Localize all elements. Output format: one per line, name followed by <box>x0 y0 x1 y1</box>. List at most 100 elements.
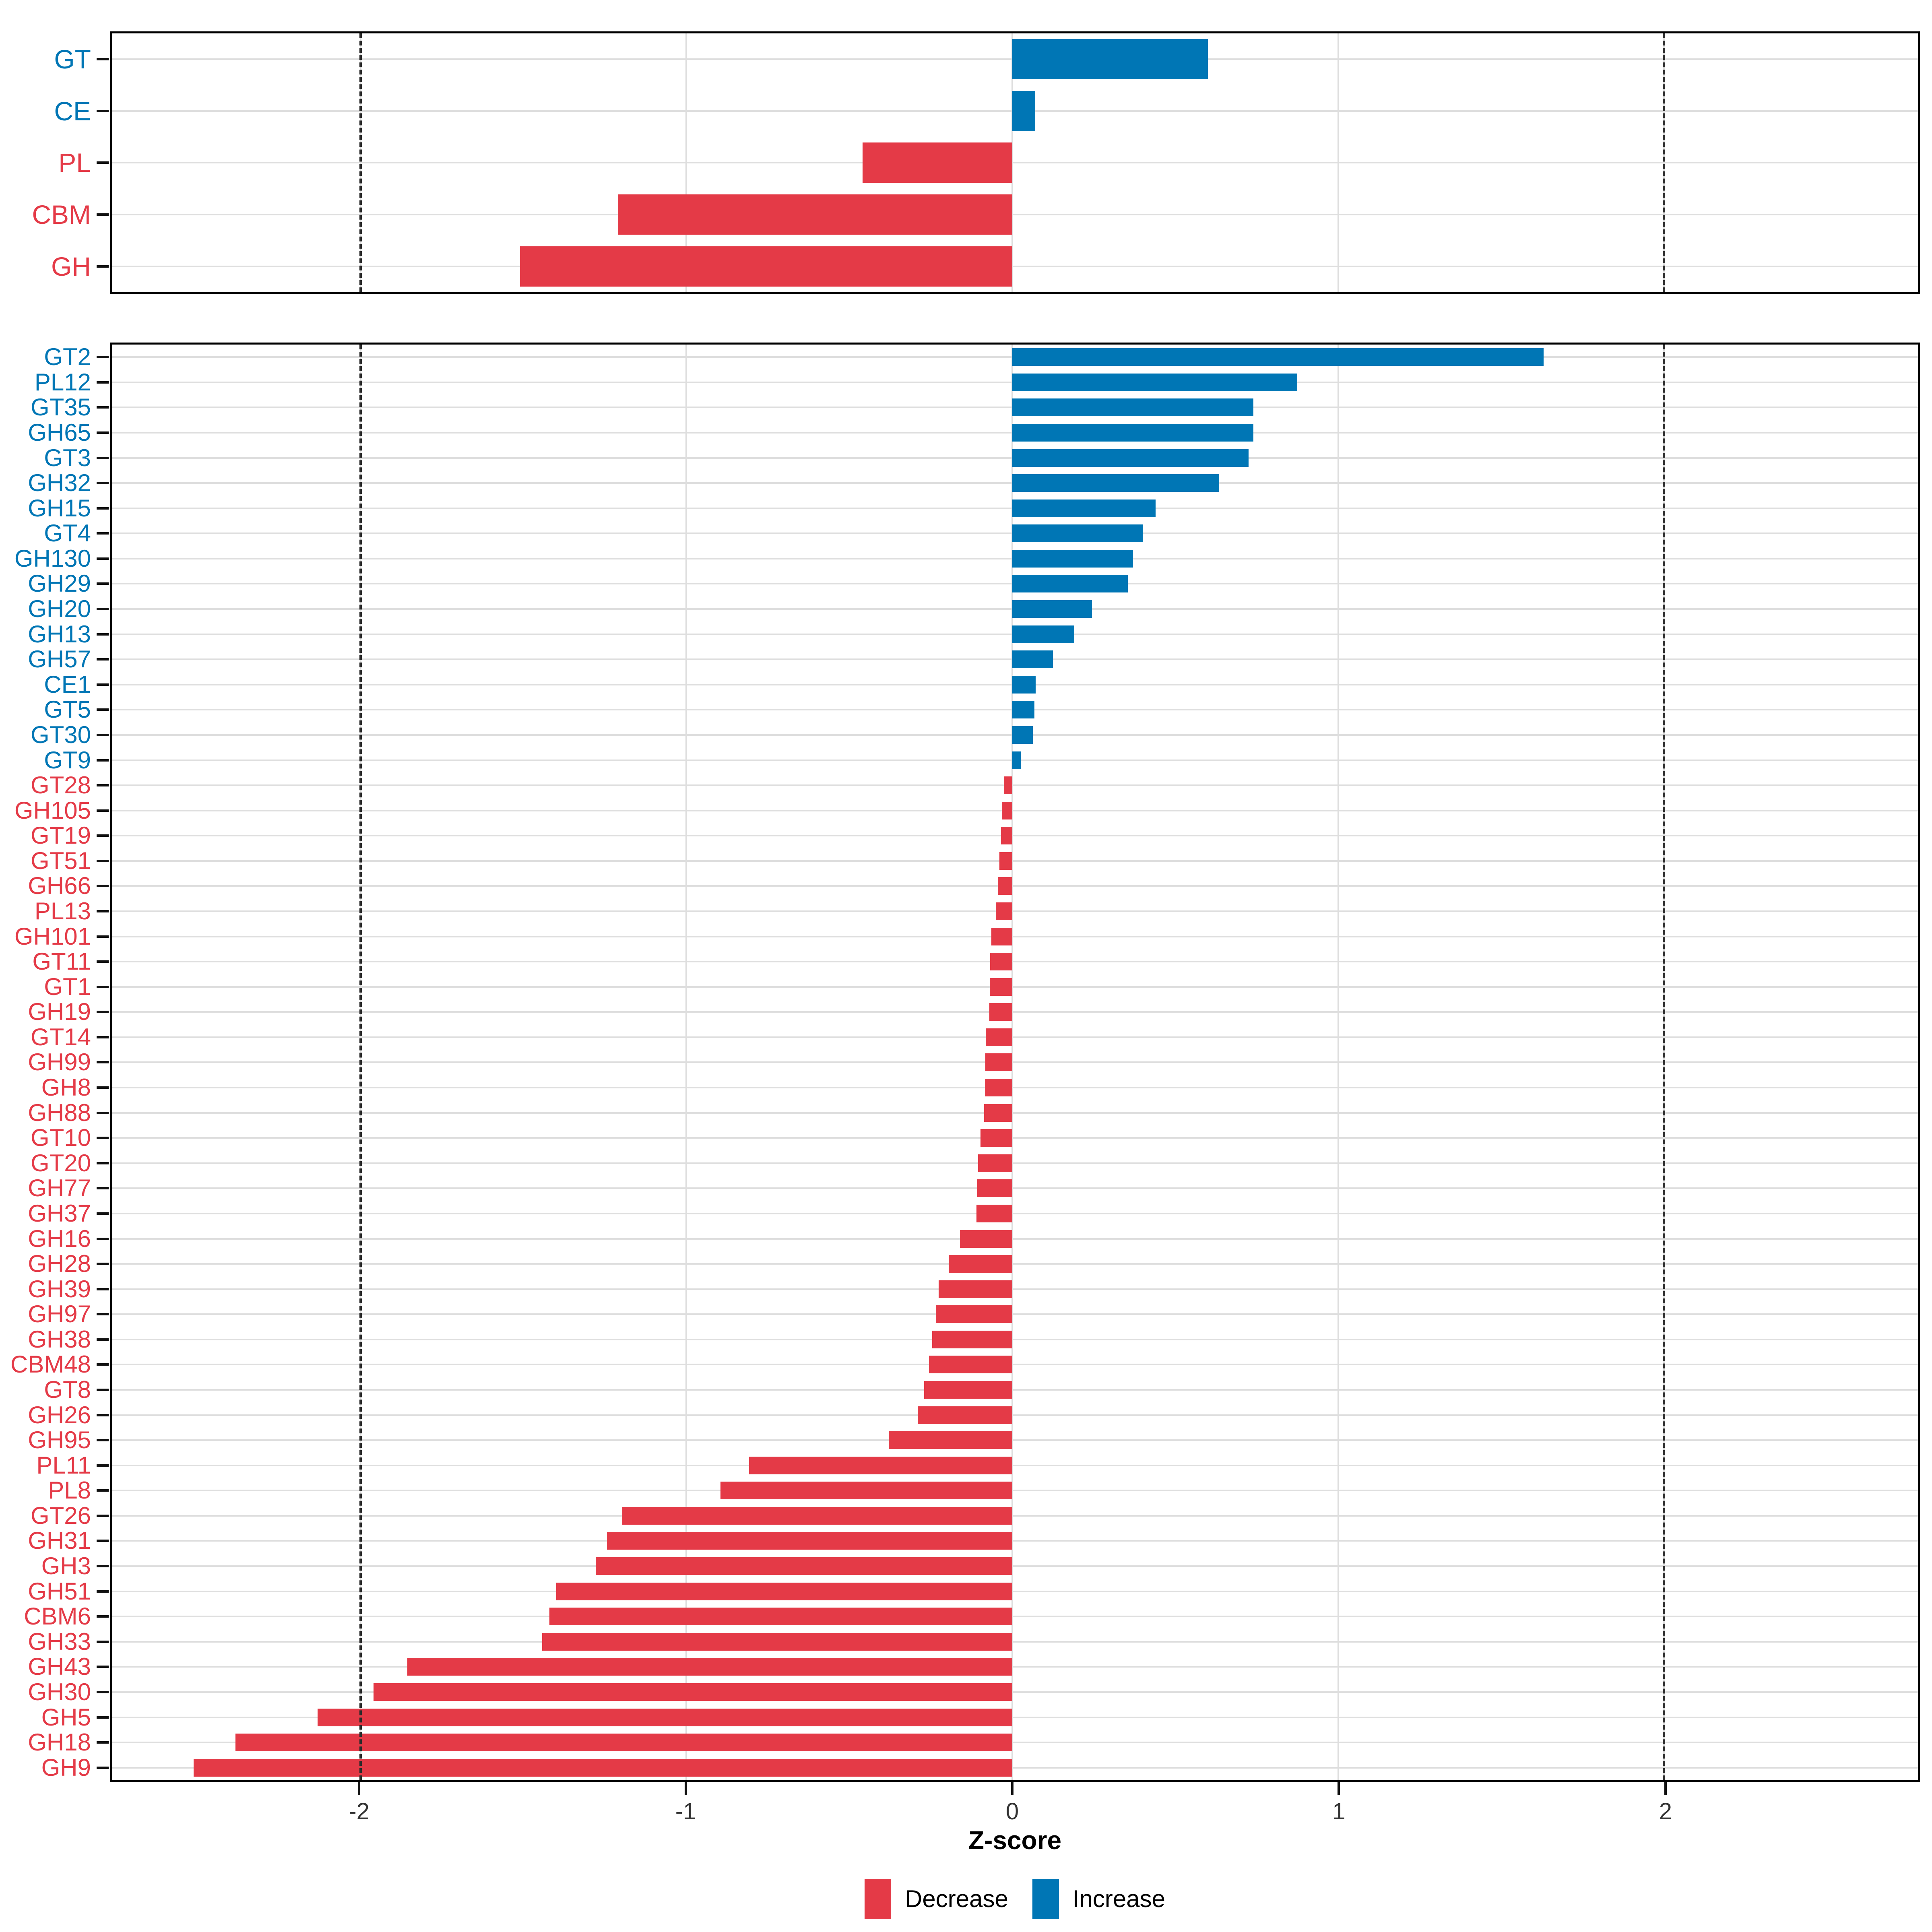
y-axis-tick <box>97 658 109 661</box>
gridline-h <box>112 885 1918 887</box>
bar-row: GT14 <box>31 1025 1918 1050</box>
y-axis-tick <box>97 1263 109 1265</box>
bar-gt26 <box>622 1507 1013 1525</box>
y-axis-label-gh57: GH57 <box>28 646 91 673</box>
y-axis-tick <box>97 733 109 736</box>
bar-gh26 <box>918 1406 1012 1424</box>
bar-gt30 <box>1012 726 1033 744</box>
gridline-h <box>112 935 1918 937</box>
bar-row: GH97 <box>28 1302 1918 1327</box>
bar-gh28 <box>949 1255 1013 1273</box>
y-axis-tick <box>97 456 109 459</box>
y-axis-tick <box>97 1111 109 1114</box>
x-tick-label: 2 <box>1659 1798 1672 1825</box>
bar-row: GT2 <box>44 345 1918 370</box>
bar-row: GH26 <box>28 1402 1918 1428</box>
y-axis-label-gh39: GH39 <box>28 1275 91 1302</box>
y-axis-tick <box>97 1288 109 1290</box>
y-axis-tick <box>97 532 109 535</box>
y-axis-tick <box>97 1540 109 1542</box>
bar-row: GH29 <box>28 571 1918 597</box>
bar-gh16 <box>960 1230 1012 1248</box>
y-axis-tick <box>97 1565 109 1568</box>
x-axis-tick <box>1664 1782 1667 1795</box>
y-axis-label-pl11: PL11 <box>36 1451 91 1479</box>
bar-ce1 <box>1012 675 1036 694</box>
bar-gh13 <box>1012 625 1074 643</box>
y-axis-label-gt51: GT51 <box>30 847 91 874</box>
y-axis-tick <box>97 633 109 636</box>
bar-row: GH43 <box>28 1654 1918 1680</box>
gridline-h <box>112 1061 1918 1063</box>
gridline-h <box>112 1212 1918 1214</box>
bar-gt9 <box>1012 751 1021 769</box>
bar-pl13 <box>995 902 1012 921</box>
gridline-h <box>112 1112 1918 1114</box>
bar-row: GH31 <box>28 1528 1918 1554</box>
gridline-h <box>112 961 1918 963</box>
bar-row: GT20 <box>31 1151 1918 1176</box>
bar-row: GT30 <box>31 722 1918 748</box>
gridline-h <box>112 1288 1918 1290</box>
x-axis-tick <box>1011 1782 1013 1795</box>
y-axis-label-ce1: CE1 <box>44 671 91 698</box>
bar-gt8 <box>924 1381 1012 1399</box>
y-axis-label-gh95: GH95 <box>28 1426 91 1454</box>
y-axis-label-gt9: GT9 <box>44 746 91 774</box>
y-axis-label-gh29: GH29 <box>28 570 91 597</box>
gridline-h <box>112 860 1918 862</box>
bar-gh15 <box>1012 499 1156 517</box>
gridline-h <box>112 1036 1918 1038</box>
bar-gt3 <box>1012 449 1249 467</box>
y-axis-tick <box>97 1313 109 1316</box>
y-axis-tick <box>97 557 109 560</box>
y-axis-tick <box>97 1741 109 1744</box>
legend: Decrease Increase <box>110 1879 1920 1919</box>
y-axis-tick <box>97 1061 109 1064</box>
y-axis-label-gt8: GT8 <box>44 1376 91 1404</box>
bar-row: GH105 <box>14 798 1918 823</box>
y-axis-tick <box>97 213 109 216</box>
y-axis-label-gh15: GH15 <box>28 494 91 522</box>
bar-gh105 <box>1002 801 1013 819</box>
gridline-h <box>112 1742 1918 1744</box>
y-axis-tick <box>97 1439 109 1442</box>
gridline-h <box>112 1616 1918 1618</box>
y-axis-label-gt11: GT11 <box>32 948 91 975</box>
y-axis-tick <box>97 1690 109 1693</box>
y-axis-label-gh37: GH37 <box>28 1199 91 1227</box>
bar-row: GT35 <box>31 395 1918 420</box>
y-axis-label-gt20: GT20 <box>30 1149 91 1177</box>
bar-gt20 <box>978 1154 1012 1172</box>
bar-gh51 <box>556 1582 1013 1600</box>
bar-row: GH19 <box>28 999 1918 1025</box>
y-axis-label-gh32: GH32 <box>28 469 91 497</box>
bar-row: GH77 <box>28 1176 1918 1201</box>
gridline-h <box>112 986 1918 988</box>
bar-row: GH101 <box>14 924 1918 949</box>
bar-pl12 <box>1012 373 1298 391</box>
bar-row: GH66 <box>28 873 1918 899</box>
y-axis-label-gh26: GH26 <box>28 1401 91 1428</box>
y-axis-label-gh105: GH105 <box>14 797 91 824</box>
bar-pl8 <box>720 1482 1012 1500</box>
bar-row: GH33 <box>28 1629 1918 1655</box>
bar-gh32 <box>1012 474 1220 492</box>
y-axis-label-gh130: GH130 <box>14 545 91 572</box>
bar-gh57 <box>1012 650 1053 669</box>
y-axis-label-gh8: GH8 <box>41 1074 91 1101</box>
bar-row: GH88 <box>28 1100 1918 1125</box>
bar-row: PL11 <box>36 1453 1918 1478</box>
bar-gh97 <box>935 1305 1012 1323</box>
bar-gt <box>1012 39 1208 80</box>
bar-row: GH130 <box>14 546 1918 572</box>
bar-gh39 <box>939 1280 1012 1298</box>
y-axis-label-cbm: CBM <box>32 200 91 230</box>
y-axis-tick <box>97 1237 109 1240</box>
bar-gh130 <box>1012 549 1133 568</box>
reference-line-dashed <box>359 33 362 292</box>
bar-row: GH38 <box>28 1327 1918 1352</box>
y-axis-label-cbm6: CBM6 <box>24 1603 91 1630</box>
gridline-h <box>112 1137 1918 1139</box>
